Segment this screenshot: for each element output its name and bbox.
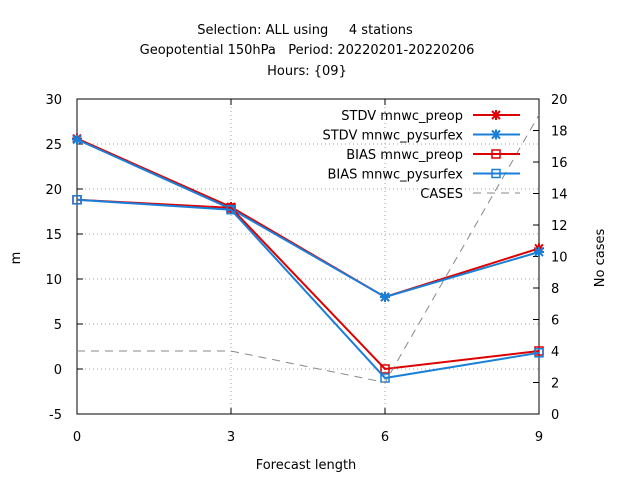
chart-title-line-2: Geopotential 150hPa Period: 20220201-202… [140,43,475,58]
y2-tick-label: 4 [551,345,559,360]
y-axis-label: m [9,252,24,265]
square-marker [380,364,390,374]
x-tick-label: 6 [381,430,389,445]
square-marker [226,204,236,215]
square-marker [491,168,501,179]
chart-title-line-1: Selection: ALL using 4 stations [197,23,413,38]
y-tick-label: 0 [54,363,62,378]
y2-tick-label: 20 [551,93,568,108]
y-tick-label: 5 [54,318,62,333]
y2-tick-label: 2 [551,377,559,392]
series-cases [77,114,540,384]
star-marker [491,110,501,120]
y-tick-label: 25 [45,138,62,153]
legend-label: STDV mnwc_preop [341,109,463,124]
grid-layer [77,99,539,414]
star-marker [380,292,390,302]
y2-tick-label: 10 [551,251,568,266]
y-tick-label: 10 [45,273,62,288]
y-tick-label: 15 [45,228,62,243]
legend-label: STDV mnwc_pysurfex [322,129,463,144]
legend-label: BIAS mnwc_pysurfex [327,168,463,183]
x-tick-label: 3 [227,430,235,445]
chart-title-line-3: Hours: {09} [267,64,347,79]
y-tick-label: 20 [45,183,62,198]
star-marker [491,129,501,140]
axis-layer: -5 0 5 10 15 20 25 30 0 2 4 6 8 10 12 14 16 18 20 0 3 6 9 [45,93,567,445]
star-marker [534,247,544,257]
y2-tick-label: 12 [551,219,568,234]
y-tick-label: -5 [49,408,62,423]
square-marker [72,195,82,205]
legend: STDV mnwc_preop STDV mnwc_pysurfex BIAS mn… [322,109,520,202]
series-line [76,138,540,299]
series-line [76,198,540,380]
series-layer [72,114,544,384]
y-tick-label: 30 [45,93,62,108]
legend-label: CASES [420,187,463,202]
star-marker [72,134,82,145]
square-marker [491,149,501,159]
y2-tick-label: 8 [551,282,559,297]
x-tick-label: 0 [73,430,81,445]
y2-axis-label: No cases [593,229,608,288]
y2-tick-label: 0 [551,408,559,423]
y2-tick-label: 6 [551,314,559,329]
y2-tick-label: 16 [551,156,568,171]
y2-tick-label: 18 [551,125,568,140]
x-tick-label: 9 [535,430,543,445]
y2-tick-label: 14 [551,188,568,203]
series-line [77,114,540,384]
square-marker [534,348,544,358]
x-axis-label: Forecast length [256,458,357,473]
legend-label: BIAS mnwc_preop [346,148,463,163]
